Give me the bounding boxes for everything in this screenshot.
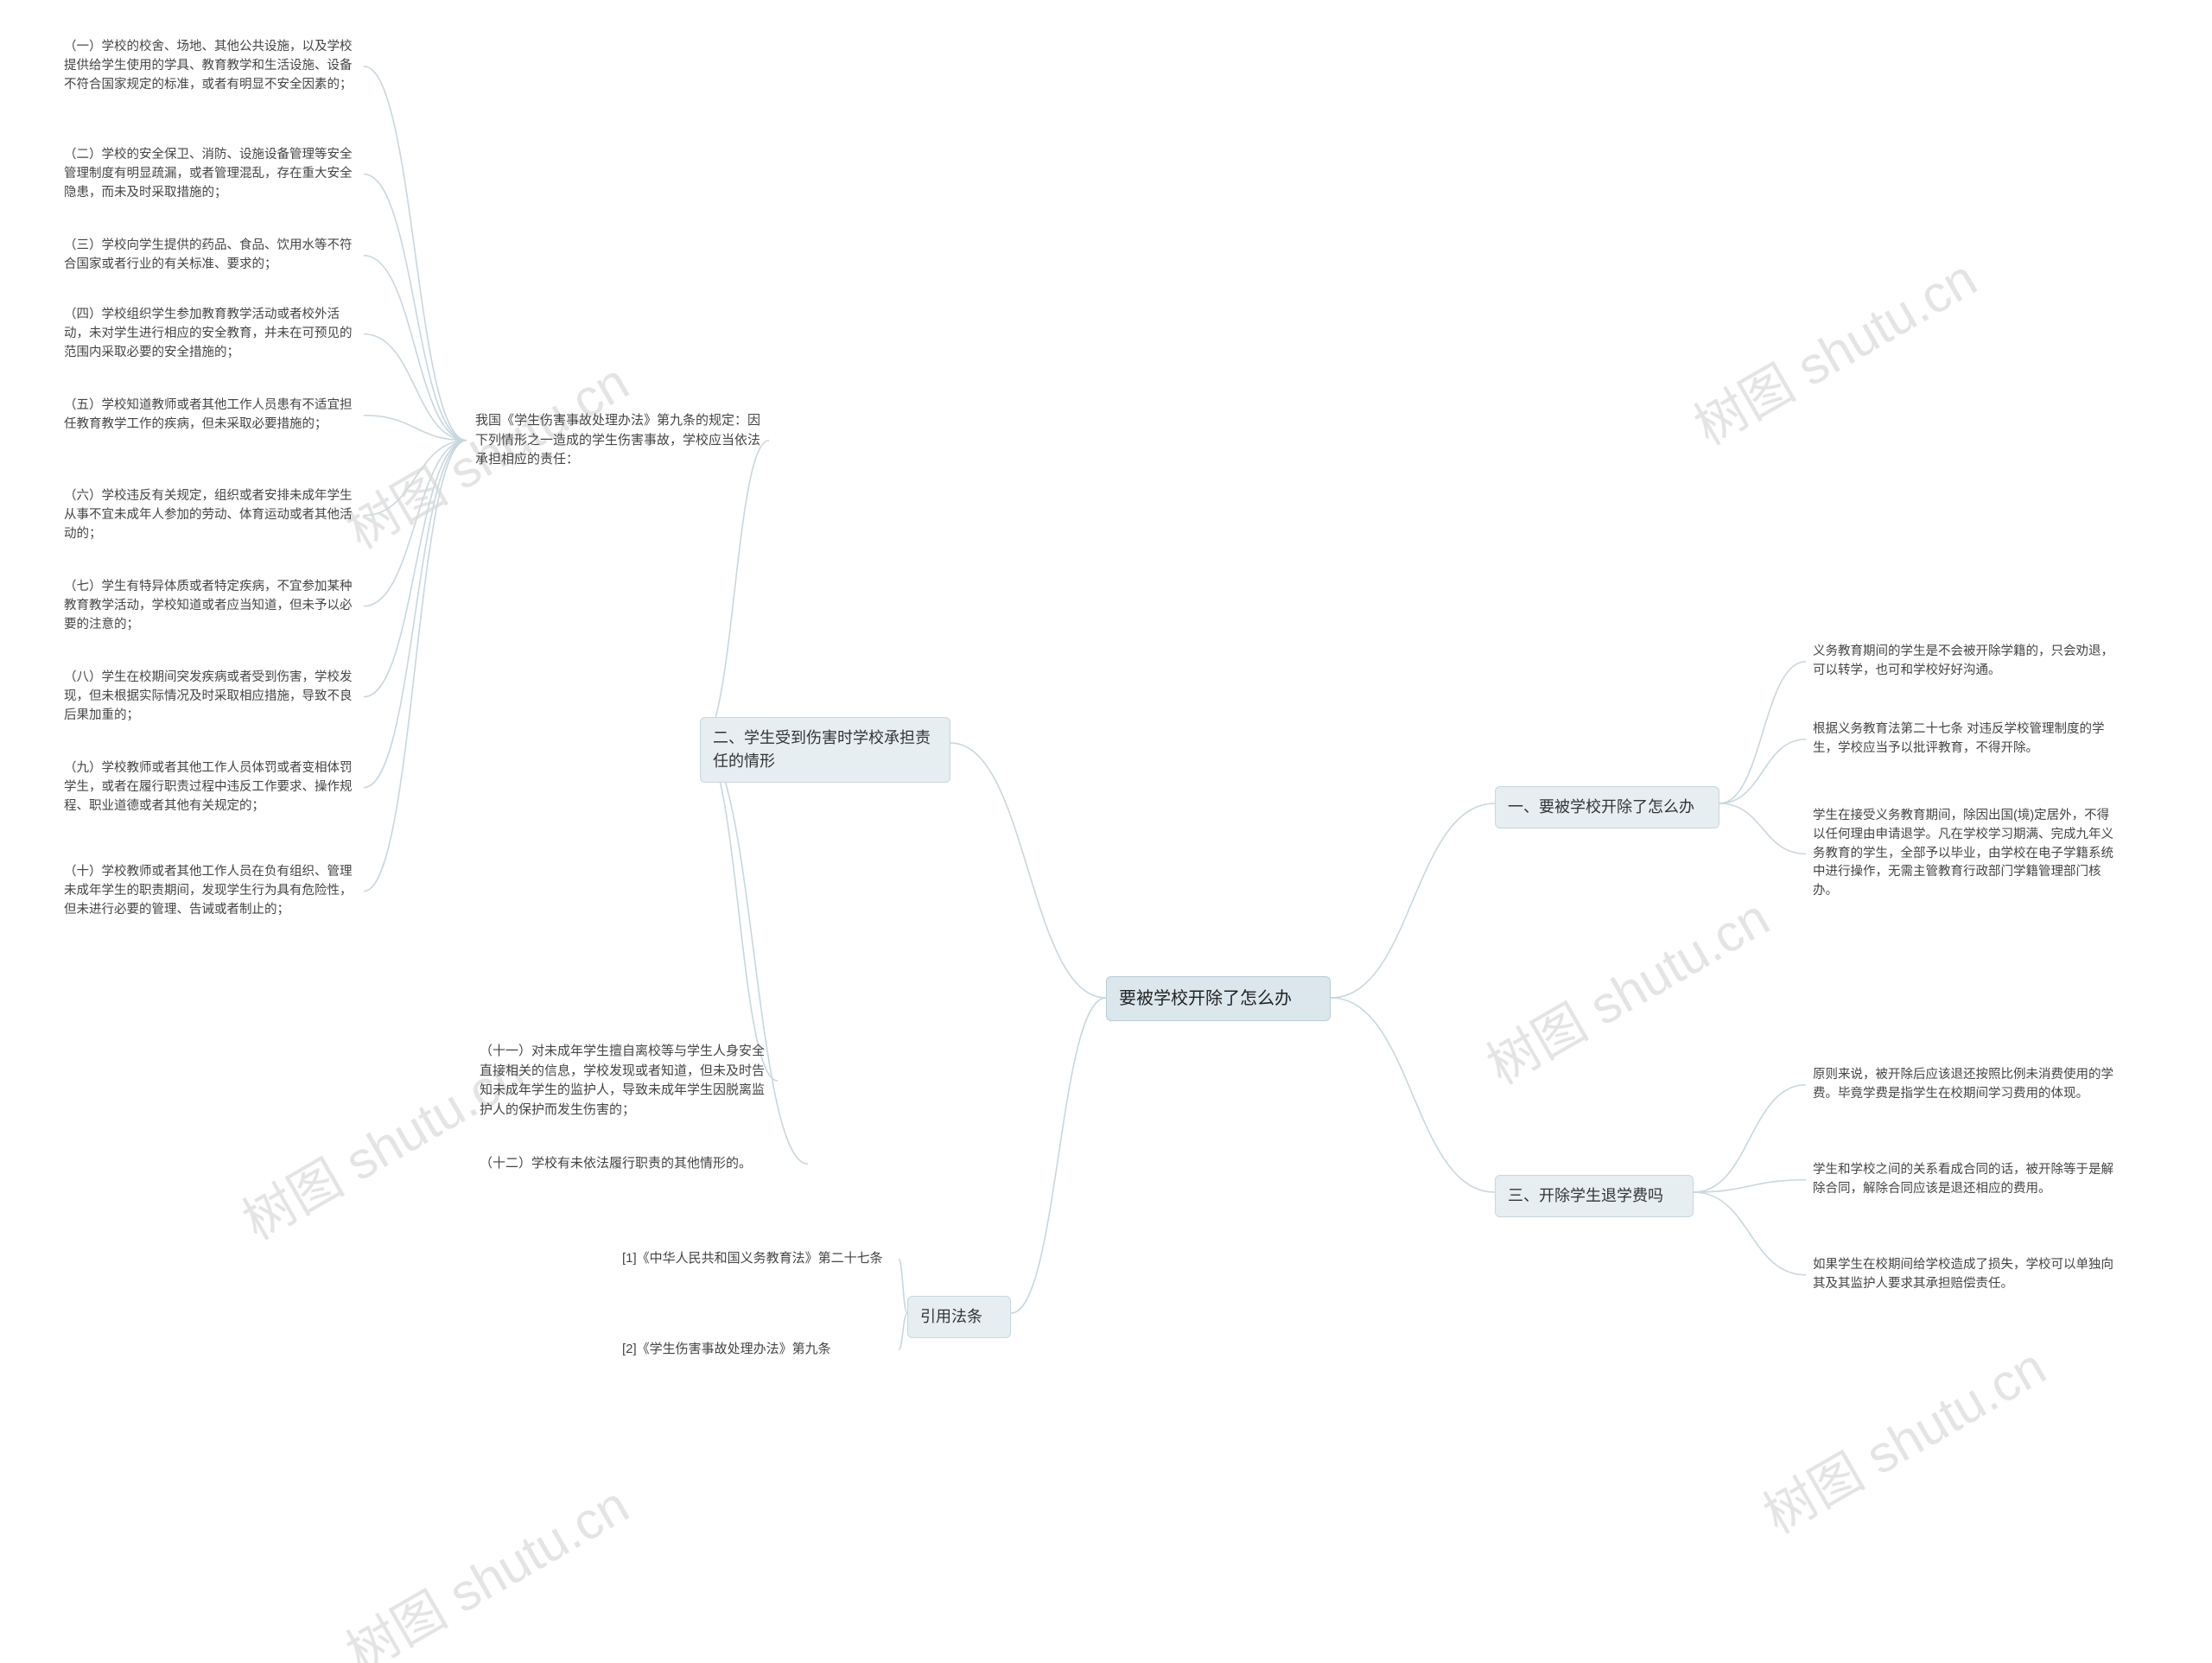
mid-l1-0: [1]《中华人民共和国义务教育法》第二十七条 [613,1244,899,1274]
branch-right-0: 一、要被学校开除了怎么办 [1495,786,1719,828]
leaf-r0-1: 根据义务教育法第二十七条 对违反学校管理制度的学生，学校应当予以批评教育，不得开… [1806,717,2126,762]
leaf-l0-0-5: （六）学校违反有关规定，组织或者安排未成年学生从事不宜未成年人参加的劳动、体育运… [57,484,364,547]
leaf-l0-0-9: （十）学校教师或者其他工作人员在负有组织、管理未成年学生的职责期间，发现学生行为… [57,860,364,923]
watermark: 树图 shutu.cn [1471,877,1781,1099]
mid-l0-0: 我国《学生伤害事故处理办法》第九条的规定：因下列情形之一造成的学生伤害事故，学校… [467,406,769,475]
mid-l0-2: （十二）学校有未依法履行职责的其他情形的。 [471,1149,808,1179]
leaf-l0-0-2: （三）学校向学生提供的药品、食品、饮用水等不符合国家或者行业的有关标准、要求的； [57,233,364,278]
branch-right-1: 三、开除学生退学费吗 [1495,1175,1694,1217]
mindmap-canvas: 树图 shutu.cn 树图 shutu.cn 树图 shutu.cn 树图 shut… [0,0,2212,1663]
leaf-l0-0-7: （八）学生在校期间突发疾病或者受到伤害，学校发现，但未根据实际情况及时采取相应措… [57,665,364,728]
mid-l0-1: （十一）对未成年学生擅自离校等与学生人身安全直接相关的信息，学校发现或者知道，但… [471,1037,778,1125]
leaf-l0-0-0: （一）学校的校舍、场地、其他公共设施，以及学校提供给学生使用的学具、教育教学和生… [57,35,364,98]
watermark: 树图 shutu.cn [1748,1326,2057,1548]
leaf-l0-0-3: （四）学校组织学生参加教育教学活动或者校外活动，未对学生进行相应的安全教育，并未… [57,302,364,365]
branch-left-1: 引用法条 [907,1296,1011,1338]
leaf-r1-1: 学生和学校之间的关系看成合同的话，被开除等于是解除合同，解除合同应该是退还相应的… [1806,1158,2126,1203]
watermark: 树图 shutu.cn [1679,238,1988,460]
leaf-r0-0: 义务教育期间的学生是不会被开除学籍的，只会劝退，可以转学，也可和学校好好沟通。 [1806,639,2126,684]
branch-left-0: 二、学生受到伤害时学校承担责任的情形 [700,717,950,783]
leaf-l0-0-6: （七）学生有特异体质或者特定疾病，不宜参加某种教育教学活动，学校知道或者应当知道… [57,574,364,638]
leaf-r0-2: 学生在接受义务教育期间，除因出国(境)定居外，不得以任何理由申请退学。凡在学校学… [1806,803,2126,904]
leaf-r1-0: 原则来说，被开除后应该退还按照比例未消费使用的学费。毕竟学费是指学生在校期间学习… [1806,1063,2126,1108]
leaf-r1-2: 如果学生在校期间给学校造成了损失，学校可以单独向其及其监护人要求其承担赔偿责任。 [1806,1253,2126,1298]
leaf-l0-0-4: （五）学校知道教师或者其他工作人员患有不适宜担任教育教学工作的疾病，但未采取必要… [57,393,364,438]
leaf-l0-0-1: （二）学校的安全保卫、消防、设施设备管理等安全管理制度有明显疏漏，或者管理混乱，… [57,143,364,206]
mid-l1-1: [2]《学生伤害事故处理办法》第九条 [613,1335,899,1365]
watermark: 树图 shutu.cn [331,1464,640,1663]
root-node: 要被学校开除了怎么办 [1106,976,1331,1021]
leaf-l0-0-8: （九）学校教师或者其他工作人员体罚或者变相体罚学生，或者在履行职责过程中违反工作… [57,756,364,819]
